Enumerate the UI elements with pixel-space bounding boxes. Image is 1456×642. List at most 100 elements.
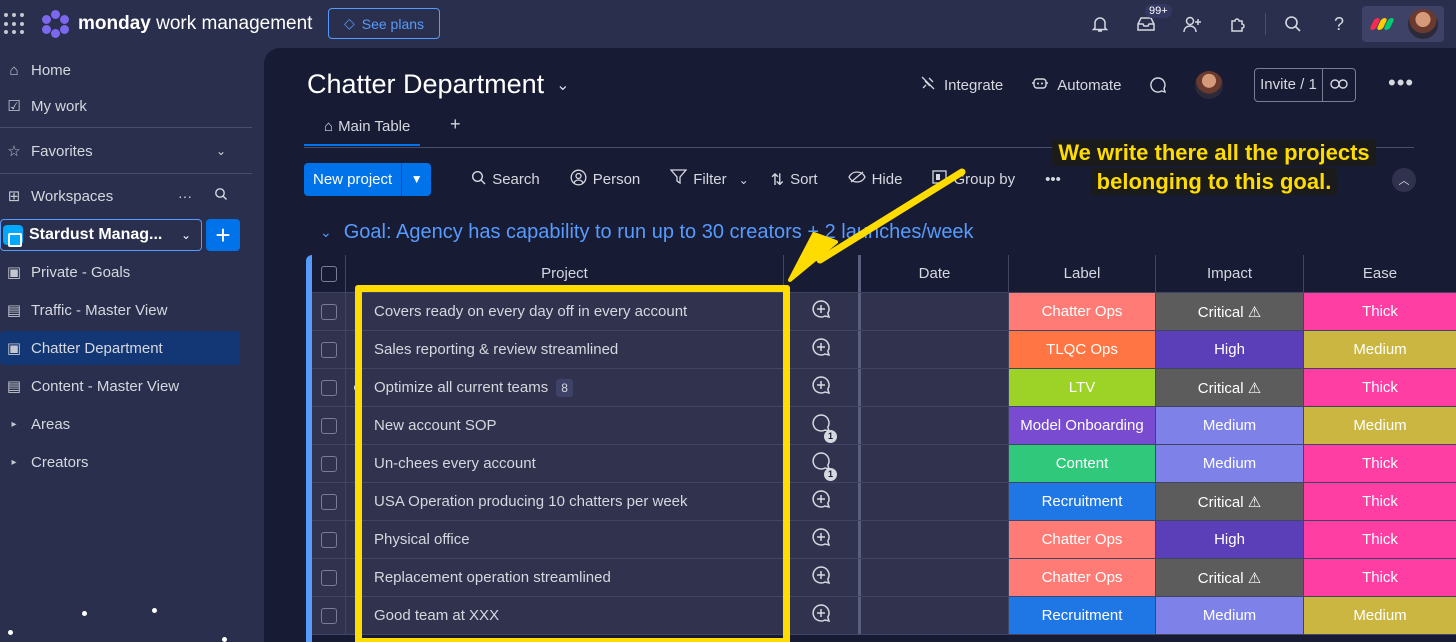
invite-members-icon[interactable] [1169, 0, 1215, 48]
search-icon[interactable] [214, 187, 228, 205]
invite-button[interactable]: Invite / 1 [1254, 68, 1356, 102]
ease-status-cell[interactable]: Medium [1304, 597, 1456, 634]
apps-puzzle-icon[interactable] [1215, 0, 1261, 48]
table-row[interactable]: USA Operation producing 10 chatters per … [312, 483, 1456, 521]
chevron-down-icon[interactable]: ⌄ [738, 172, 749, 187]
label-status-cell[interactable]: Model Onboarding [1009, 407, 1156, 444]
date-cell[interactable] [861, 369, 1009, 406]
chevron-down-icon[interactable]: ⌄ [320, 224, 332, 240]
label-status-cell[interactable]: Content [1009, 445, 1156, 482]
column-header-label[interactable]: Label [1009, 255, 1156, 292]
column-header-ease[interactable]: Ease [1362, 265, 1398, 282]
table-row[interactable]: Replacement operation streamlined Chatter… [312, 559, 1456, 597]
ease-status-cell[interactable]: Thick [1304, 483, 1456, 520]
impact-status-cell[interactable]: Critical ⚠ [1156, 559, 1304, 596]
impact-status-cell[interactable]: Medium [1156, 407, 1304, 444]
table-row[interactable]: Un-chees every account 1 Content Medium Thic… [312, 445, 1456, 483]
updates-cell[interactable] [784, 559, 861, 596]
sidebar-item-workspaces[interactable]: ⊞ Workspaces ··· [0, 179, 240, 213]
impact-status-cell[interactable]: Medium [1156, 445, 1304, 482]
board-owner-avatar[interactable] [1195, 71, 1224, 99]
label-status-cell[interactable]: Chatter Ops [1009, 521, 1156, 558]
label-status-cell[interactable]: Recruitment [1009, 597, 1156, 634]
see-plans-button[interactable]: ◇ See plans [328, 8, 440, 39]
workspace-selector[interactable]: Stardust Manag... ⌄ [0, 219, 202, 251]
sidebar-item-content-master-view[interactable]: ▤ Content - Master View [0, 369, 179, 403]
column-header-impact[interactable]: Impact [1156, 255, 1304, 292]
automate-button[interactable]: Automate [1031, 75, 1121, 95]
table-row[interactable]: Sales reporting & review streamlined TLQC… [312, 331, 1456, 369]
column-header-date[interactable]: Date [861, 255, 1009, 292]
sidebar-item-home[interactable]: ⌂ Home [0, 53, 71, 87]
filter-button[interactable]: Filter ⌄ [669, 169, 749, 190]
updates-cell[interactable] [784, 521, 861, 558]
updates-cell[interactable]: 1 [784, 445, 861, 482]
updates-cell[interactable] [784, 331, 861, 368]
subitems-count-badge[interactable]: 8 [556, 378, 573, 397]
row-checkbox[interactable] [312, 559, 346, 596]
row-checkbox[interactable] [312, 293, 346, 330]
ease-status-cell[interactable]: Thick [1304, 521, 1456, 558]
updates-cell[interactable]: 1 [784, 407, 861, 444]
ease-status-cell[interactable]: Thick [1304, 445, 1456, 482]
updates-cell[interactable] [784, 597, 861, 634]
search-icon[interactable] [1270, 0, 1316, 48]
updates-cell[interactable] [784, 293, 861, 330]
ease-status-cell[interactable]: Medium [1304, 331, 1456, 368]
impact-status-cell[interactable]: High [1156, 331, 1304, 368]
label-status-cell[interactable]: LTV [1009, 369, 1156, 406]
date-cell[interactable] [861, 293, 1009, 330]
impact-status-cell[interactable]: Medium [1156, 597, 1304, 634]
ease-status-cell[interactable]: Thick [1304, 369, 1456, 406]
sidebar-item-traffic-master-view[interactable]: ▤ Traffic - Master View [0, 293, 168, 327]
date-cell[interactable] [861, 407, 1009, 444]
help-icon[interactable]: ? [1333, 13, 1344, 34]
impact-status-cell[interactable]: Critical ⚠ [1156, 369, 1304, 406]
table-row[interactable]: Covers ready on every day off in every a… [312, 293, 1456, 331]
ease-status-cell[interactable]: Thick [1304, 559, 1456, 596]
label-status-cell[interactable]: TLQC Ops [1009, 331, 1156, 368]
sidebar-item-creators[interactable]: ▸ Creators [0, 445, 88, 479]
person-filter-button[interactable]: Person [570, 169, 640, 191]
sidebar-item-private-goals[interactable]: ▣ Private - Goals [0, 255, 130, 289]
table-row[interactable]: New account SOP 1 Model Onboarding Medium Me… [312, 407, 1456, 445]
board-title[interactable]: Chatter Department ⌄ [307, 69, 570, 99]
row-checkbox[interactable] [312, 369, 346, 406]
board-updates-icon[interactable] [1149, 76, 1167, 94]
date-cell[interactable] [861, 521, 1009, 558]
date-cell[interactable] [861, 483, 1009, 520]
search-button[interactable]: Search [471, 170, 540, 190]
inbox-icon[interactable]: 99+ [1123, 0, 1172, 48]
toolbar-more-icon[interactable]: ••• [1045, 171, 1061, 188]
impact-status-cell[interactable]: High [1156, 521, 1304, 558]
row-checkbox[interactable] [312, 483, 346, 520]
row-checkbox[interactable] [312, 407, 346, 444]
chevron-down-icon[interactable]: ▼ [410, 172, 423, 186]
add-view-button[interactable]: + [450, 114, 461, 134]
copy-link-icon[interactable] [1323, 77, 1355, 94]
collapse-header-button[interactable]: ︿ [1392, 168, 1416, 192]
date-cell[interactable] [861, 445, 1009, 482]
table-row[interactable]: ▸ Optimize all current teams 8 LTV Critical … [312, 369, 1456, 407]
sort-button[interactable]: ⇅ Sort [770, 171, 818, 189]
ease-status-cell[interactable]: Medium [1304, 407, 1456, 444]
sidebar-item-favorites[interactable]: ☆ Favorites ⌄ [0, 134, 240, 168]
date-cell[interactable] [861, 597, 1009, 634]
label-status-cell[interactable]: Chatter Ops [1009, 559, 1156, 596]
select-all-checkbox[interactable] [312, 255, 346, 292]
account-menu[interactable] [1362, 6, 1444, 42]
date-cell[interactable] [861, 559, 1009, 596]
sidebar-item-areas[interactable]: ▸ Areas [0, 407, 70, 441]
tab-main-table[interactable]: ⌂ Main Table [304, 106, 421, 146]
impact-status-cell[interactable]: Critical ⚠ [1156, 293, 1304, 330]
table-row[interactable]: Physical office Chatter Ops High Thick [312, 521, 1456, 559]
column-header-project[interactable]: Project [346, 255, 784, 292]
updates-cell[interactable] [784, 483, 861, 520]
integrate-button[interactable]: Integrate [920, 75, 1003, 95]
table-row[interactable]: Good team at XXX Recruitment Medium Medium [312, 597, 1456, 635]
row-checkbox[interactable] [312, 445, 346, 482]
updates-cell[interactable] [784, 369, 861, 406]
board-more-options-icon[interactable]: ••• [1388, 70, 1415, 95]
row-checkbox[interactable] [312, 597, 346, 634]
date-cell[interactable] [861, 331, 1009, 368]
